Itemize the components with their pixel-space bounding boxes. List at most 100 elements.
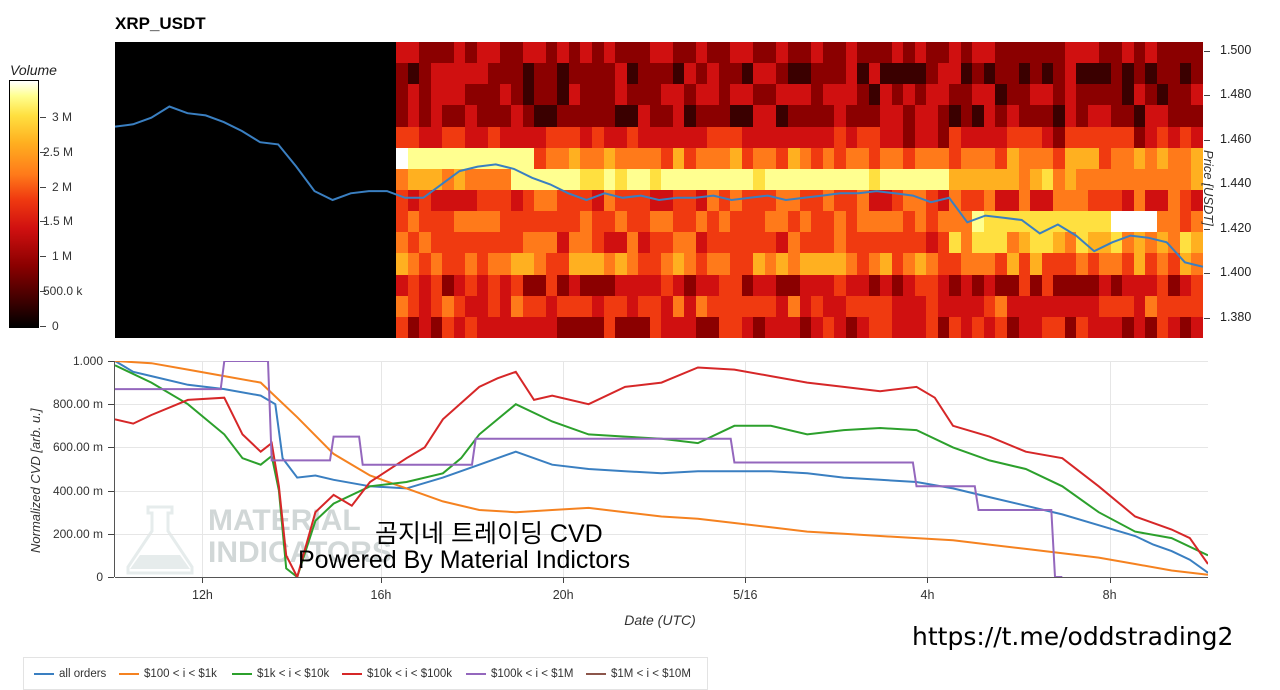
heatmap-cell	[499, 63, 512, 85]
heatmap-cell	[396, 168, 409, 191]
heatmap-cell	[1156, 211, 1169, 233]
heatmap-cell	[419, 168, 432, 191]
legend-item[interactable]: $1M < i < $10M	[586, 668, 691, 680]
heatmap-cell	[1030, 147, 1043, 170]
heatmap-cell	[776, 232, 789, 255]
heatmap-cell	[1191, 253, 1203, 276]
heatmap-cell	[545, 232, 558, 255]
heatmap-cell	[1145, 105, 1158, 128]
heatmap-cell	[845, 295, 858, 318]
heatmap-cell	[591, 295, 605, 318]
price-tick	[1204, 95, 1210, 97]
heatmap-cell	[442, 42, 455, 64]
heatmap-cell	[764, 63, 778, 85]
heatmap-cell	[545, 105, 558, 128]
heatmap-cell	[995, 274, 1008, 297]
heatmap-cell	[730, 168, 743, 191]
heatmap-cell	[903, 274, 916, 297]
heatmap-cell	[949, 274, 962, 297]
heatmap-cell	[880, 168, 893, 191]
heatmap-cell	[730, 274, 743, 297]
heatmap-cell	[672, 190, 685, 212]
heatmap-cell	[568, 63, 582, 85]
heatmap-cell	[396, 253, 409, 276]
heatmap-cell	[937, 253, 950, 276]
heatmap-cell	[1099, 168, 1112, 191]
heatmap-cell	[718, 232, 731, 255]
heatmap-cell	[1030, 63, 1043, 85]
price-tick	[1204, 273, 1210, 275]
heatmap-cell	[880, 190, 893, 212]
heatmap-cell	[638, 232, 651, 255]
heatmap-cell	[591, 168, 605, 191]
heatmap-cell	[776, 84, 789, 107]
heatmap-cell	[1122, 253, 1135, 276]
telegram-link[interactable]: https://t.me/oddstrading2	[912, 622, 1234, 651]
heatmap-cell	[499, 190, 512, 212]
heatmap-cell	[960, 63, 974, 85]
cvd-plot[interactable]	[115, 361, 1208, 577]
heatmap-cell	[811, 126, 824, 149]
heatmap-cell	[465, 211, 478, 233]
heatmap-cell	[799, 274, 812, 297]
heatmap-cell	[1064, 316, 1077, 338]
price-tick	[1204, 184, 1210, 186]
legend-item[interactable]: all orders	[34, 668, 106, 680]
heatmap-cell	[764, 211, 778, 233]
heatmap-cell	[396, 147, 409, 170]
heatmap-cell	[638, 126, 651, 149]
heatmap-cell	[453, 232, 466, 255]
heatmap-cell	[1064, 190, 1077, 212]
heatmap-cell	[615, 316, 628, 338]
heatmap-cell	[1099, 190, 1112, 212]
legend-item[interactable]: $1k < i < $10k	[232, 668, 329, 680]
heatmap-cell	[661, 168, 674, 191]
heatmap-cell	[430, 253, 443, 276]
heatmap-cell	[937, 63, 950, 85]
heatmap-cell	[580, 84, 593, 107]
heatmap-cell	[1145, 147, 1158, 170]
heatmap-cell	[995, 84, 1008, 107]
heatmap-cell	[937, 105, 950, 128]
heatmap-cell	[1110, 147, 1123, 170]
heatmap-cell	[1145, 42, 1158, 64]
heatmap-cell	[960, 232, 974, 255]
heatmap-cell	[684, 190, 697, 212]
heatmap-cell	[937, 126, 950, 149]
heatmap-cell	[914, 253, 927, 276]
heatmap-cell	[499, 211, 512, 233]
heatmap-cell	[465, 190, 478, 212]
heatmap-cell	[476, 147, 489, 170]
heatmap-cell	[661, 105, 674, 128]
heatmap-cell	[914, 84, 927, 107]
heatmap-cell	[822, 316, 835, 338]
heatmap-cell	[811, 295, 824, 318]
heatmap-cell	[983, 295, 997, 318]
heatmap-cell	[1076, 84, 1089, 107]
heatmap-cell	[1191, 211, 1203, 233]
heatmap-cell	[764, 274, 778, 297]
heatmap-cell	[926, 316, 939, 338]
heatmap-cell	[1087, 42, 1100, 64]
heatmap-cell	[672, 126, 685, 149]
heatmap-cell	[511, 105, 524, 128]
legend-item[interactable]: $10k < i < $100k	[342, 668, 452, 680]
heatmap-cell	[1007, 42, 1020, 64]
heatmap-cell	[753, 105, 766, 128]
legend-item[interactable]: $100k < i < $1M	[466, 668, 573, 680]
heatmap-cell	[476, 126, 489, 149]
legend-item[interactable]: $100 < i < $1k	[119, 668, 217, 680]
heatmap-cell	[603, 105, 616, 128]
heatmap-cell	[730, 63, 743, 85]
heatmap-cell	[1110, 84, 1123, 107]
heatmap-cell	[568, 232, 582, 255]
heatmap-cell	[799, 253, 812, 276]
cvd-ytick	[108, 490, 114, 492]
heatmap-cell	[707, 147, 720, 170]
heatmap-cell	[442, 274, 455, 297]
heatmap-plot[interactable]	[115, 42, 1203, 338]
heatmap-cell	[430, 316, 443, 338]
heatmap-cell	[1168, 295, 1181, 318]
heatmap-cell	[1122, 168, 1135, 191]
heatmap-cell	[937, 274, 950, 297]
